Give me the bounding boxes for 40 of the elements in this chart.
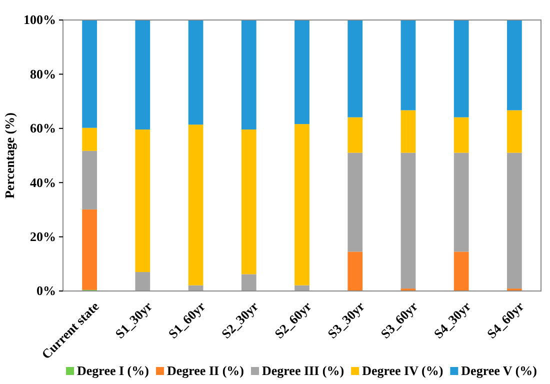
bar <box>507 110 522 153</box>
legend-label: Degree II (%) <box>166 363 244 378</box>
y-axis-title: Percentage (%) <box>2 112 17 199</box>
bar <box>188 124 204 286</box>
bar <box>400 152 416 289</box>
bar <box>454 20 469 118</box>
y-tick-label: 40% <box>30 174 56 190</box>
y-tick-label: 100% <box>24 12 56 28</box>
y-tick-label: 60% <box>30 120 56 136</box>
bar <box>294 124 310 286</box>
legend-label: Degree V (%) <box>461 363 537 378</box>
bar <box>241 274 256 291</box>
bar <box>454 117 469 153</box>
bar <box>400 110 416 153</box>
bar <box>82 128 97 151</box>
bar <box>82 20 97 128</box>
bar <box>348 252 363 291</box>
bar <box>135 20 150 130</box>
bar <box>135 129 150 272</box>
bar <box>348 152 363 252</box>
bar <box>400 20 416 110</box>
bar <box>241 129 256 274</box>
bar <box>454 152 469 252</box>
y-tick-label: 0% <box>36 283 56 298</box>
bar <box>507 20 522 110</box>
y-tick-label: 20% <box>30 228 56 244</box>
bar <box>294 20 310 124</box>
legend-label: Degree IV (%) <box>362 363 444 378</box>
bar <box>188 20 204 125</box>
bar <box>82 150 97 210</box>
bar <box>348 20 363 118</box>
bar <box>82 209 97 290</box>
y-tick-label: 80% <box>30 66 56 82</box>
bar <box>454 252 469 291</box>
legend-label: Degree III (%) <box>262 363 344 378</box>
bar <box>348 117 363 153</box>
bar <box>135 272 150 291</box>
bar <box>241 20 256 130</box>
bar <box>507 152 522 289</box>
legend-label: Degree I (%) <box>77 363 149 378</box>
